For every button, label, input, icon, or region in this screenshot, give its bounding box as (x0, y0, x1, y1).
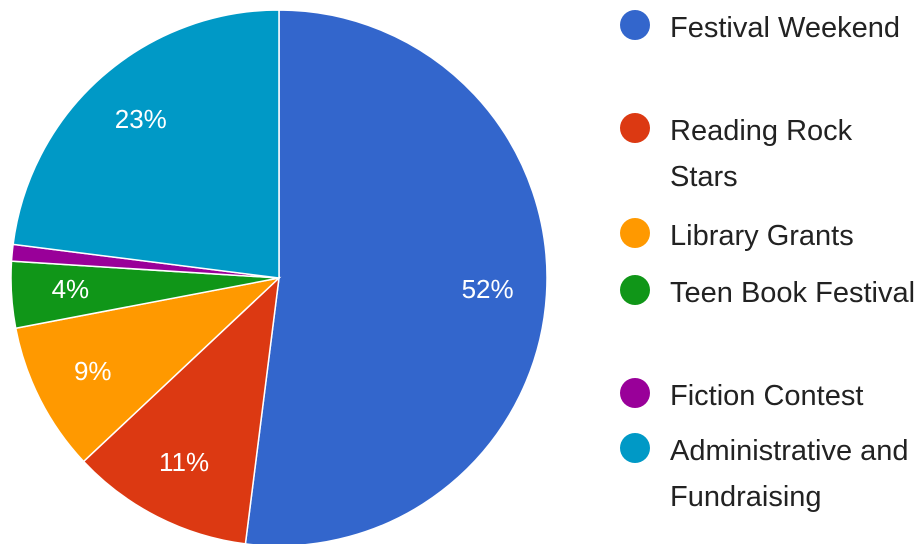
legend-label: Fiction Contest (670, 380, 864, 412)
legend-swatch (620, 275, 650, 305)
legend-item: Teen Book Festival (620, 270, 922, 316)
chart: 52% 11% 9% 4% 23% (10, 9, 548, 544)
slice-label: 52% (462, 274, 514, 304)
slice-label: 23% (115, 104, 167, 134)
pie-slice (82, 276, 281, 544)
legend-swatch (620, 433, 650, 463)
legend-item: Library Grants (620, 213, 922, 259)
slice-label: 9% (74, 356, 112, 386)
legend-swatch (620, 378, 650, 408)
legend-item: Fiction Contest (620, 373, 922, 419)
legend-item: Administrative and Fundraising (620, 428, 922, 520)
legend-label: Festival Weekend (670, 12, 900, 44)
legend-swatch (620, 218, 650, 248)
pie-slice (14, 276, 282, 463)
legend-swatch (620, 113, 650, 143)
legend-label: Administrative and Fundraising (670, 435, 909, 513)
slice-label: 4% (52, 274, 90, 304)
pie-slice (12, 9, 280, 279)
legend-label: Teen Book Festival (670, 277, 916, 309)
slice-label: 11% (159, 447, 209, 477)
legend-item: Festival Weekend (620, 5, 922, 51)
legend-item: Reading Rock Stars (620, 108, 922, 200)
legend-swatch (620, 10, 650, 40)
legend-label: Reading Rock Stars (670, 115, 853, 193)
pie-slice (244, 9, 548, 544)
legend-label: Library Grants (670, 220, 854, 252)
